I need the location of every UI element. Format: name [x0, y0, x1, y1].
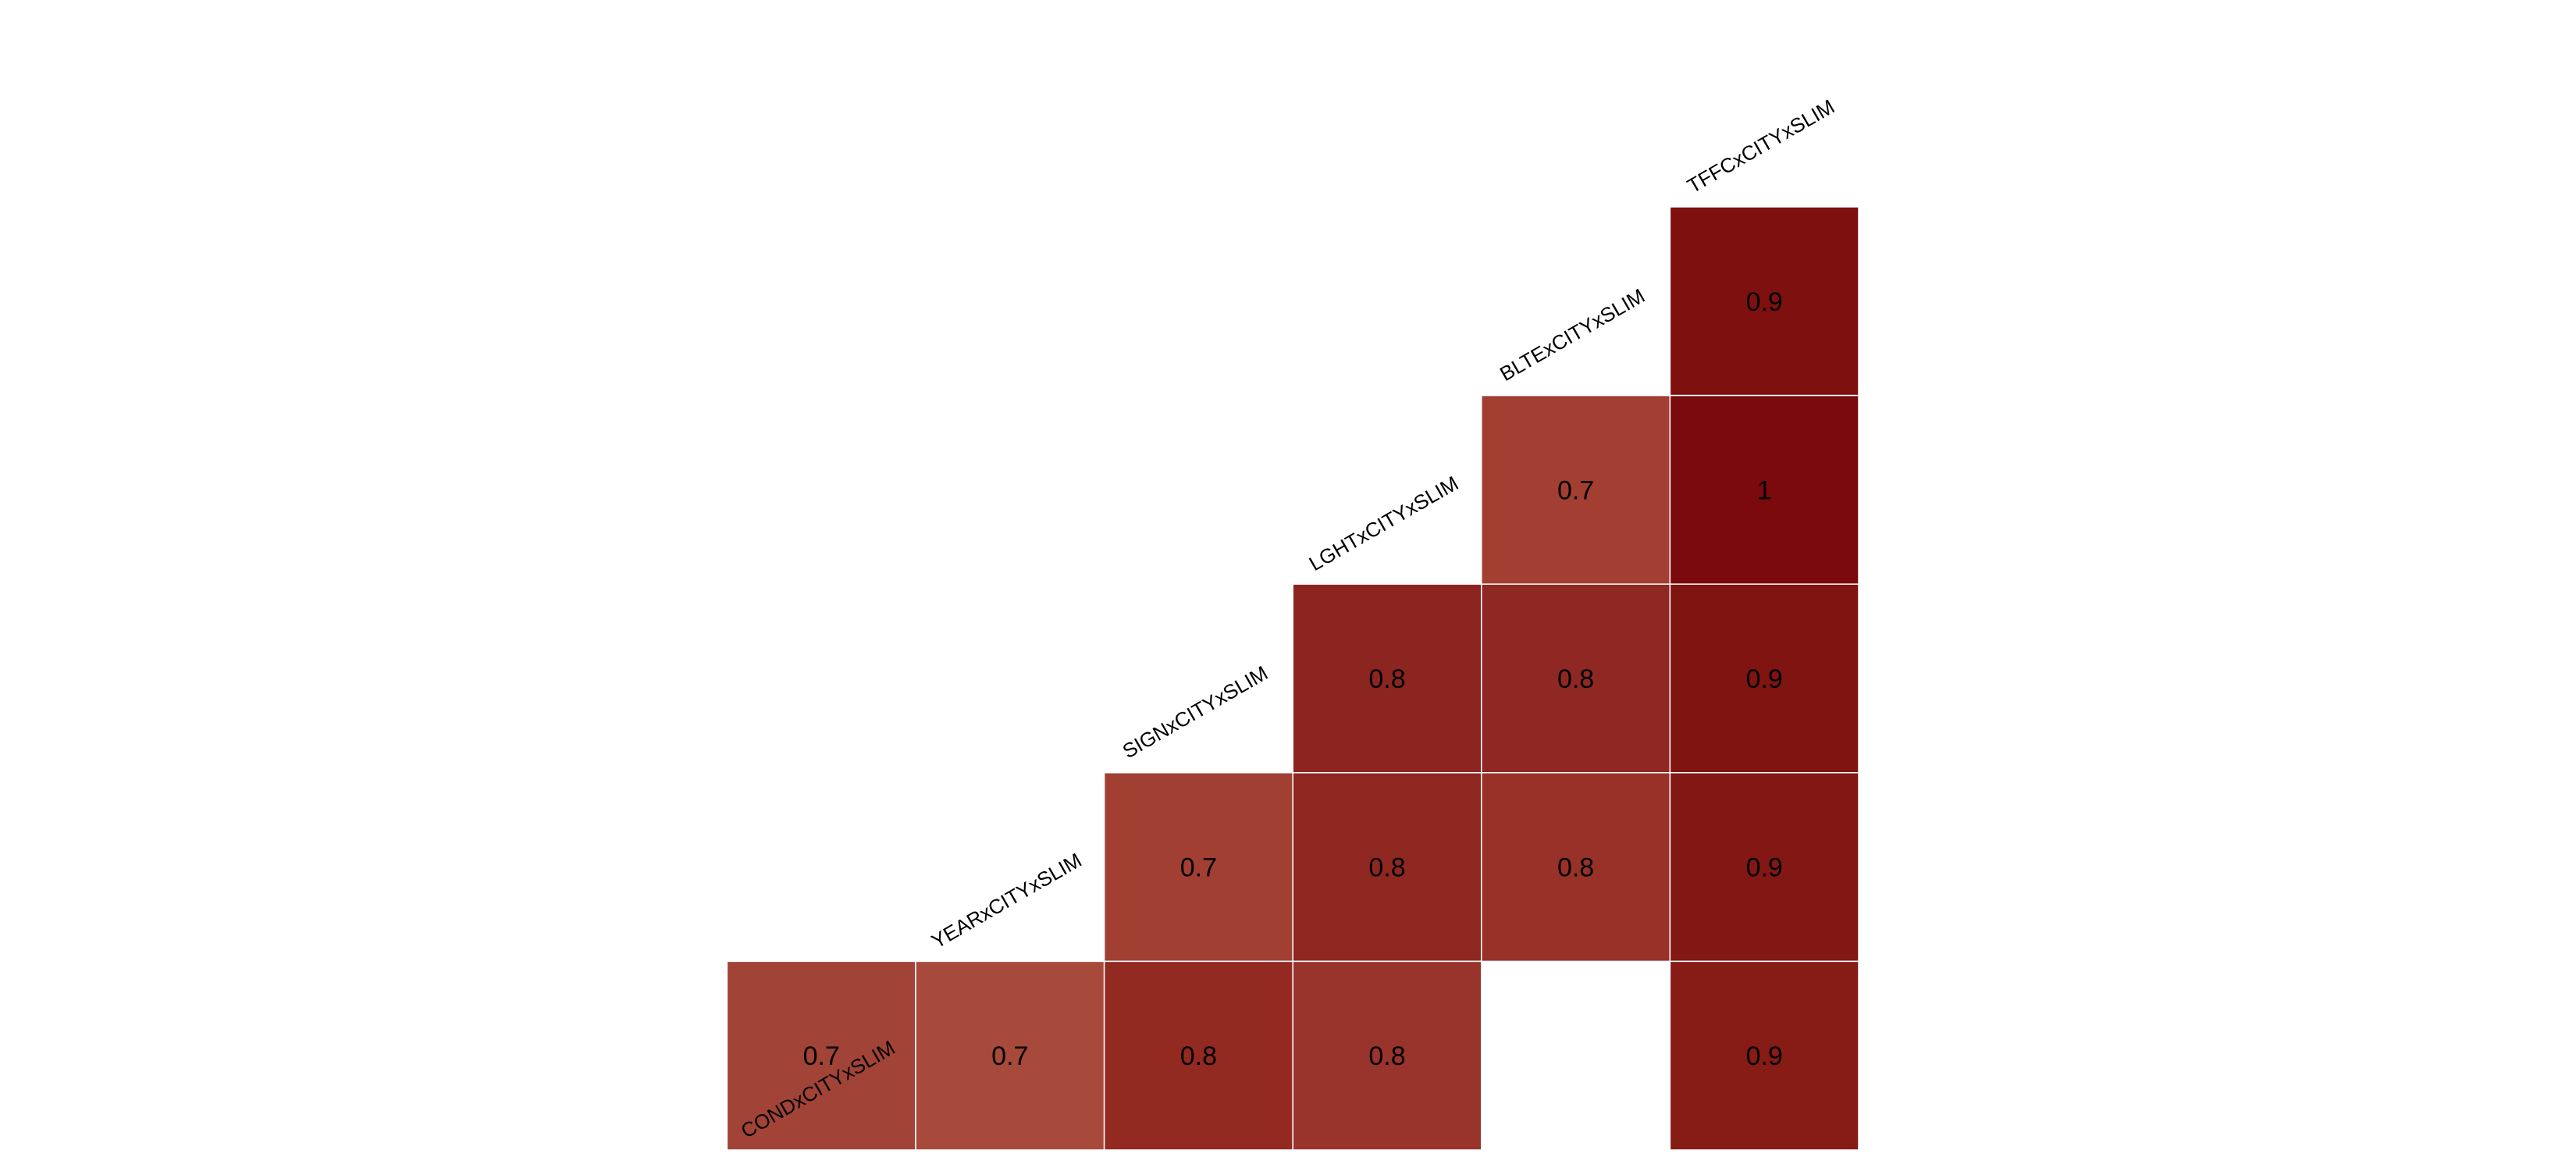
heatmap-cell [1292, 772, 1482, 963]
cell-value-label: 0.9 [1746, 287, 1783, 317]
cell-value-label: 0.9 [1746, 853, 1783, 883]
cell-value-label: 0.8 [1557, 664, 1594, 694]
variable-label: BLTExCITYxSLIM [1496, 284, 1649, 386]
cell-value-label: 0.8 [1557, 853, 1594, 883]
heatmap-cell [1481, 583, 1671, 774]
cell-value-label: 0.8 [1368, 853, 1405, 883]
cell-value-label: 0.9 [1746, 1041, 1783, 1071]
heatmap-cell [1103, 960, 1293, 1151]
heatmap-cell [1669, 394, 1859, 585]
heatmap-cells: 0.9 0.7 1 0.8 0.8 0.9 0.7 0.8 0.8 0.9 0.7 0.7 0.8 0.8… [726, 206, 1859, 1151]
variable-label: SIGNxCITYxSLIM [1119, 661, 1272, 764]
cell-value-label: 0.7 [1557, 475, 1594, 505]
heatmap-cell [1669, 206, 1859, 397]
cell-value-label: 0.7 [1180, 853, 1217, 883]
cell-value-label: 0.7 [991, 1041, 1028, 1071]
heatmap-cell [1292, 583, 1482, 774]
heatmap-cell [1103, 772, 1293, 963]
heatmap-cell [1481, 394, 1671, 585]
heatmap-cell [1669, 772, 1859, 963]
cell-value-label: 0.7 [803, 1041, 840, 1071]
variable-label: YEARxCITYxSLIM [927, 848, 1086, 952]
cell-value-label: 1 [1757, 475, 1772, 505]
heatmap-cell [915, 960, 1105, 1151]
cell-value-label: 0.8 [1180, 1041, 1217, 1071]
cell-value-label: 0.8 [1368, 1041, 1405, 1071]
cell-value-label: 0.8 [1368, 664, 1405, 694]
variable-label: TFFCxCITYxSLIM [1683, 94, 1838, 198]
heatmap-cell [1669, 583, 1859, 774]
cell-value-label: 0.9 [1746, 664, 1783, 694]
heatmap-cell [1481, 772, 1671, 963]
heatmap-cell [1669, 960, 1859, 1151]
variable-label: LGHTxCITYxSLIM [1305, 472, 1462, 576]
heatmap-cell [1292, 960, 1482, 1151]
